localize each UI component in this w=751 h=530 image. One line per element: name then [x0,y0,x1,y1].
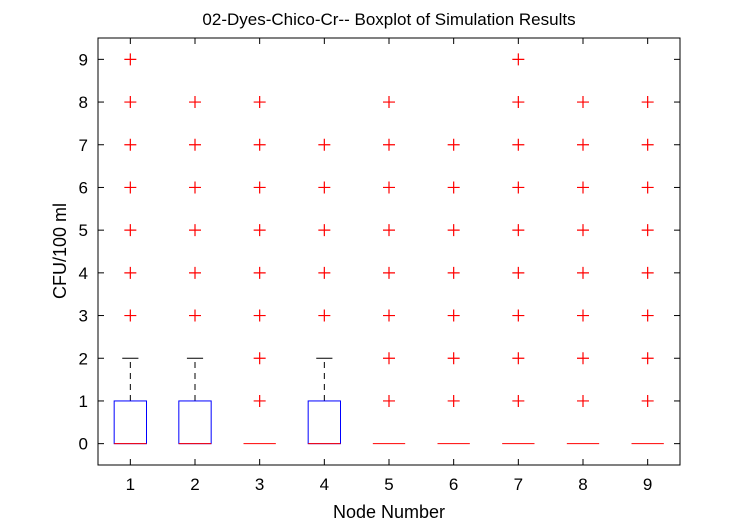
y-tick-label: 3 [79,307,88,326]
outlier-marker [512,138,525,151]
outlier-marker [189,224,201,237]
outlier-marker [189,309,201,322]
outlier-marker [253,352,266,365]
outlier-marker [124,181,137,194]
outlier-marker [447,224,460,237]
outlier-marker [577,224,589,237]
outlier-marker [318,224,331,237]
y-tick-label: 2 [79,349,88,368]
x-tick-label: 1 [126,475,135,494]
outlier-marker [512,309,525,322]
outlier-marker [124,96,137,109]
outlier-marker [383,266,395,279]
outlier-marker [641,309,654,322]
outlier-marker [318,309,331,322]
outlier-marker [447,352,460,365]
outlier-marker [189,96,201,109]
outlier-marker [253,138,266,151]
outlier-marker [253,224,266,237]
outlier-marker [318,266,331,279]
outlier-marker [124,53,137,66]
outlier-marker [253,181,266,194]
outlier-marker [124,224,137,237]
x-tick-label: 4 [320,475,329,494]
x-axis-label: Node Number [333,502,445,522]
y-tick-label: 7 [79,136,88,155]
outlier-marker [124,309,137,322]
outlier-marker [383,394,395,407]
outlier-marker [383,352,395,365]
outlier-marker [189,181,201,194]
outlier-marker [512,53,525,66]
y-tick-label: 1 [79,392,88,411]
outlier-marker [318,138,331,151]
outlier-marker [124,266,137,279]
outlier-marker [253,96,266,109]
x-tick-label: 7 [514,475,523,494]
box [113,400,147,445]
y-tick-label: 6 [79,178,88,197]
plot-area-frame [97,37,681,466]
x-tick-label: 8 [578,475,587,494]
outlier-marker [189,266,201,279]
outlier-marker [641,394,654,407]
outlier-marker [447,181,460,194]
outlier-marker [447,266,460,279]
outlier-marker [512,352,525,365]
chart-title: 02-Dyes-Chico-Cr-- Boxplot of Simulation… [202,10,575,29]
outlier-marker [641,138,654,151]
outlier-marker [641,224,654,237]
y-tick-label: 5 [79,221,88,240]
outlier-marker [512,96,525,109]
x-tick-label: 3 [255,475,264,494]
outlier-marker [383,96,395,109]
outlier-marker [512,181,525,194]
y-axis-label: CFU/100 ml [50,203,70,299]
outlier-marker [641,352,654,365]
outlier-marker [383,181,395,194]
outlier-marker [577,394,589,407]
outlier-marker [253,394,266,407]
outlier-marker [641,266,654,279]
outlier-marker [253,266,266,279]
outlier-marker [641,96,654,109]
outlier-marker [447,394,460,407]
outlier-marker [253,309,266,322]
outlier-marker [189,138,201,151]
outlier-marker [577,181,589,194]
outlier-marker [447,309,460,322]
outlier-marker [512,394,525,407]
y-tick-label: 0 [79,435,88,454]
outlier-marker [124,138,137,151]
outlier-marker [383,138,395,151]
box [178,400,212,445]
outlier-marker [512,224,525,237]
outlier-marker [383,224,395,237]
outlier-marker [641,181,654,194]
outlier-marker [512,266,525,279]
outlier-marker [577,266,589,279]
outlier-marker [447,138,460,151]
y-tick-label: 8 [79,93,88,112]
outlier-marker [577,309,589,322]
x-tick-label: 5 [384,475,393,494]
x-tick-label: 6 [449,475,458,494]
x-tick-label: 2 [190,475,199,494]
outlier-marker [318,181,331,194]
outlier-marker [577,138,589,151]
y-tick-label: 9 [79,50,88,69]
box [307,400,341,445]
outlier-marker [577,352,589,365]
y-tick-label: 4 [79,264,88,283]
outlier-marker [383,309,395,322]
x-tick-label: 9 [643,475,652,494]
outlier-marker [577,96,589,109]
